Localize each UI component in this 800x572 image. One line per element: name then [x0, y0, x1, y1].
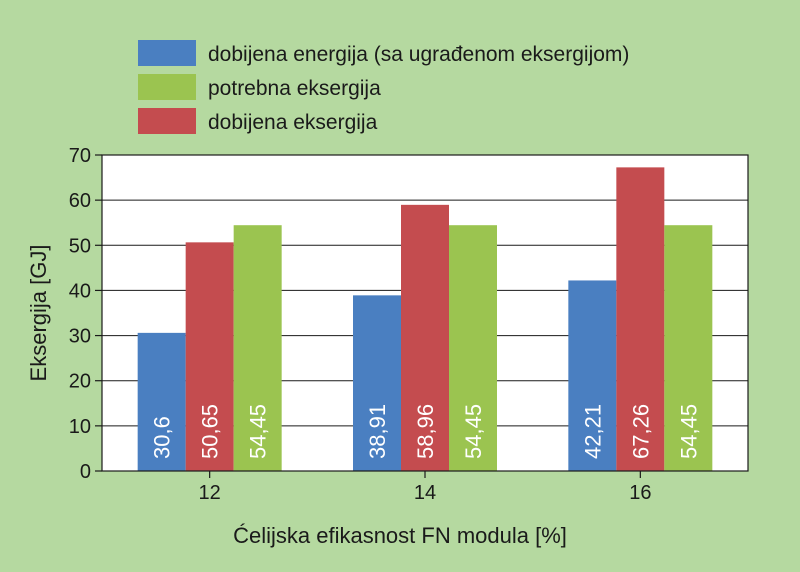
y-tick-label: 50	[69, 235, 91, 257]
legend-swatch	[138, 108, 196, 134]
x-tick-label: 16	[629, 482, 651, 504]
bars: 30,6 50,65 54,45 38,91 58,96 54,45 42,21 67,26 5…	[137, 167, 713, 471]
x-tick-label: 12	[199, 482, 221, 504]
bar	[233, 225, 282, 471]
x-axis-title: Ćelijska efikasnost FN modula [%]	[233, 523, 567, 548]
legend-item: dobijena energija (sa ugrađenom eksergij…	[138, 40, 629, 66]
bar-value-label: 54,45	[676, 404, 701, 459]
bar-value-label: 67,26	[628, 404, 653, 459]
bar	[616, 167, 665, 471]
legend: dobijena energija (sa ugrađenom eksergij…	[138, 40, 629, 134]
bar	[185, 242, 234, 471]
bar	[353, 295, 401, 471]
legend-label: potrebna eksergija	[208, 77, 381, 100]
bar-value-label: 58,96	[413, 404, 438, 459]
y-tick-label: 10	[69, 416, 91, 438]
legend-label: dobijena energija (sa ugrađenom eksergij…	[208, 43, 629, 66]
bar	[568, 280, 617, 471]
x-tick-label: 14	[414, 482, 436, 504]
y-axis-title: Eksergija [GJ]	[26, 245, 51, 382]
bar-value-label: 42,21	[580, 404, 605, 459]
legend-item: potrebna eksergija	[138, 74, 381, 100]
bar-value-label: 54,45	[246, 404, 271, 459]
y-tick-label: 0	[80, 461, 91, 483]
bar	[401, 204, 449, 471]
legend-item: dobijena eksergija	[138, 108, 378, 134]
y-tick-label: 60	[69, 190, 91, 212]
legend-swatch	[138, 40, 196, 66]
bar	[664, 225, 713, 471]
legend-swatch	[138, 74, 196, 100]
bar-value-label: 50,65	[198, 404, 223, 459]
y-tick-label: 70	[69, 145, 91, 167]
y-tick-label: 30	[69, 326, 91, 348]
bar-value-label: 38,91	[365, 404, 390, 459]
axes: 0 10 20 30 40 50 60 70 12 14 16	[69, 145, 749, 504]
y-tick-label: 20	[69, 371, 91, 393]
bar-value-label: 54,45	[461, 404, 486, 459]
bar-value-label: 30,6	[150, 416, 175, 459]
y-tick-label: 40	[69, 280, 91, 302]
bar	[137, 332, 186, 471]
bar	[449, 225, 497, 471]
legend-label: dobijena eksergija	[208, 111, 378, 134]
